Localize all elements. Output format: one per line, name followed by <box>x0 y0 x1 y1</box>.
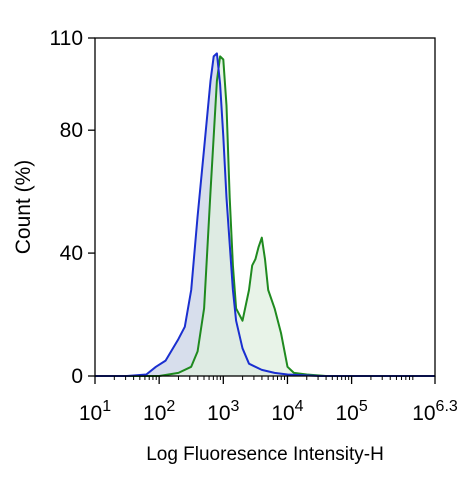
y-tick-label: 80 <box>60 119 83 142</box>
x-tick-label: 105 <box>335 398 367 425</box>
x-tick-label: 106.3 <box>412 398 458 425</box>
series-layer <box>95 52 435 377</box>
x-tick-label: 102 <box>143 398 175 425</box>
y-tick-label: 0 <box>71 365 83 388</box>
y-axis-title: Count (%) <box>12 160 35 255</box>
axis-layer: 0 40 80 110 101 102 103 104 105 106.3 <box>50 27 458 425</box>
y-tick-label: 110 <box>50 27 83 50</box>
series-2-line <box>95 55 435 377</box>
x-tick-label: 103 <box>207 398 239 425</box>
plot-frame <box>94 37 436 377</box>
series-2-area <box>95 56 435 377</box>
x-tick-label: 104 <box>271 398 303 425</box>
x-tick-label: 101 <box>79 398 111 425</box>
series-1-line <box>95 52 435 377</box>
y-tick-label: 40 <box>60 242 83 265</box>
x-axis-title: Log Fluoresence Intensity-H <box>146 444 384 465</box>
